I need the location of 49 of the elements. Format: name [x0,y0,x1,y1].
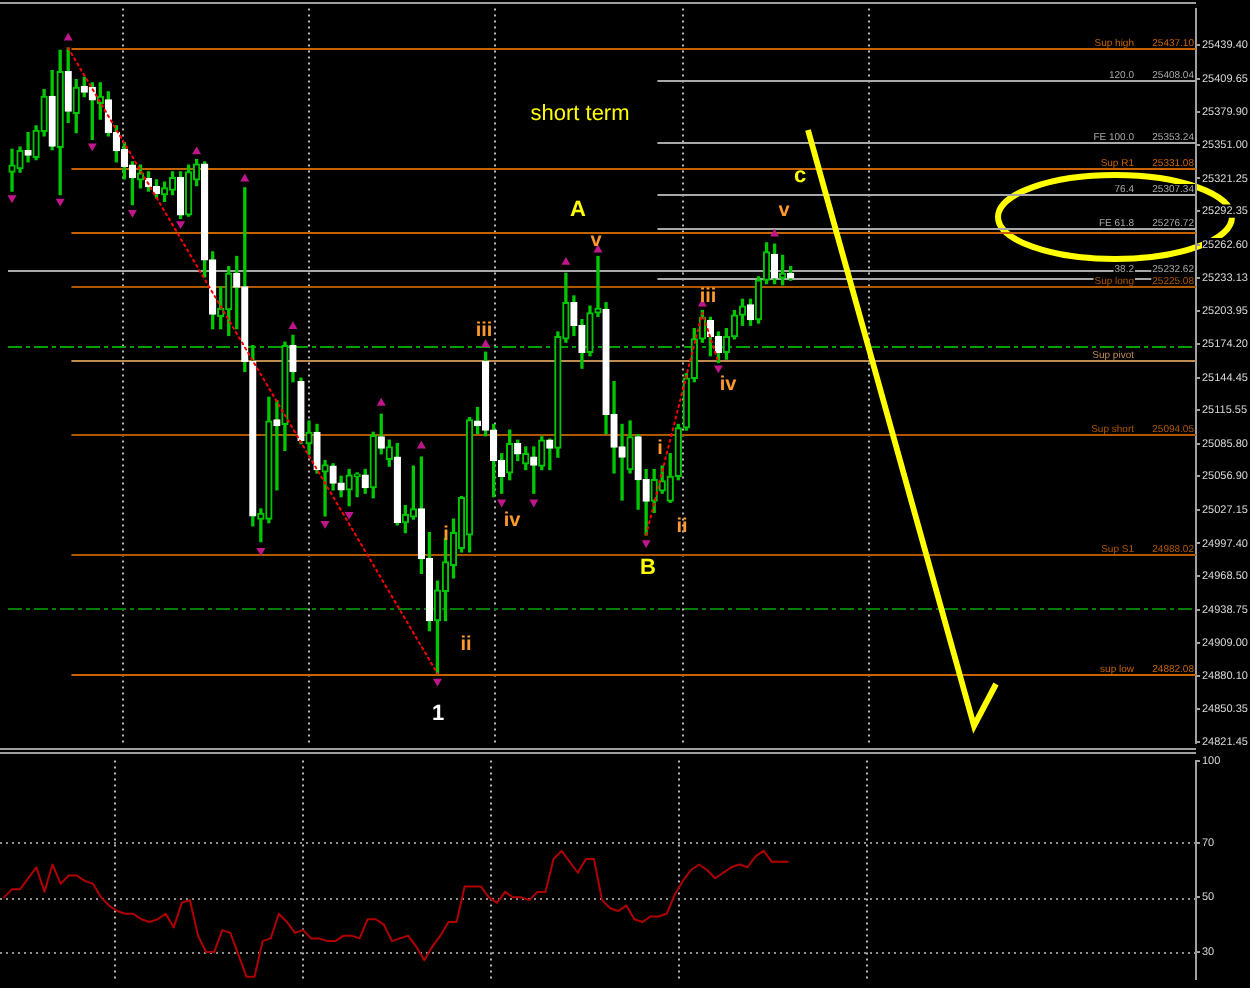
candlestick [184,164,193,217]
candlestick [393,442,401,526]
point [344,512,354,520]
candlestick [778,254,787,286]
point [376,397,386,406]
annotation: 1 [431,702,445,727]
candlestick [56,49,64,196]
point [481,339,491,348]
point [55,198,65,207]
point [256,548,266,556]
point [87,143,97,152]
point [770,228,780,237]
candlestick [770,243,779,285]
point [176,221,186,230]
candlestick [506,429,514,481]
annotation: i [657,437,664,460]
point [127,209,137,218]
text: short term [530,102,630,127]
annotation: iii [699,285,717,308]
point [63,32,73,41]
candlestick [530,446,538,494]
annotation: ii [676,515,688,538]
point [192,146,202,155]
annotation: v [778,199,791,222]
annotation: iv [719,373,738,396]
annotation: iv [503,509,522,532]
annotation: i [443,523,450,546]
candlestick [24,131,32,163]
candlestick [48,69,56,151]
annotation: c [793,164,807,189]
candlestick [345,468,353,507]
point [7,195,17,204]
point [288,321,298,330]
point [320,521,330,529]
annotation: iii [475,319,493,342]
annotation: A [570,198,587,223]
annotation: v [590,229,603,252]
candlestick [176,171,185,219]
annotation: ii [460,633,472,656]
candlestick [369,431,377,499]
candlestick [8,148,16,192]
candlestick [168,171,177,196]
point [432,678,442,687]
candlestick [786,266,795,281]
annotation: B [640,556,657,581]
point [529,499,539,508]
point [561,256,571,265]
candlestick [538,436,546,471]
point [641,540,651,548]
